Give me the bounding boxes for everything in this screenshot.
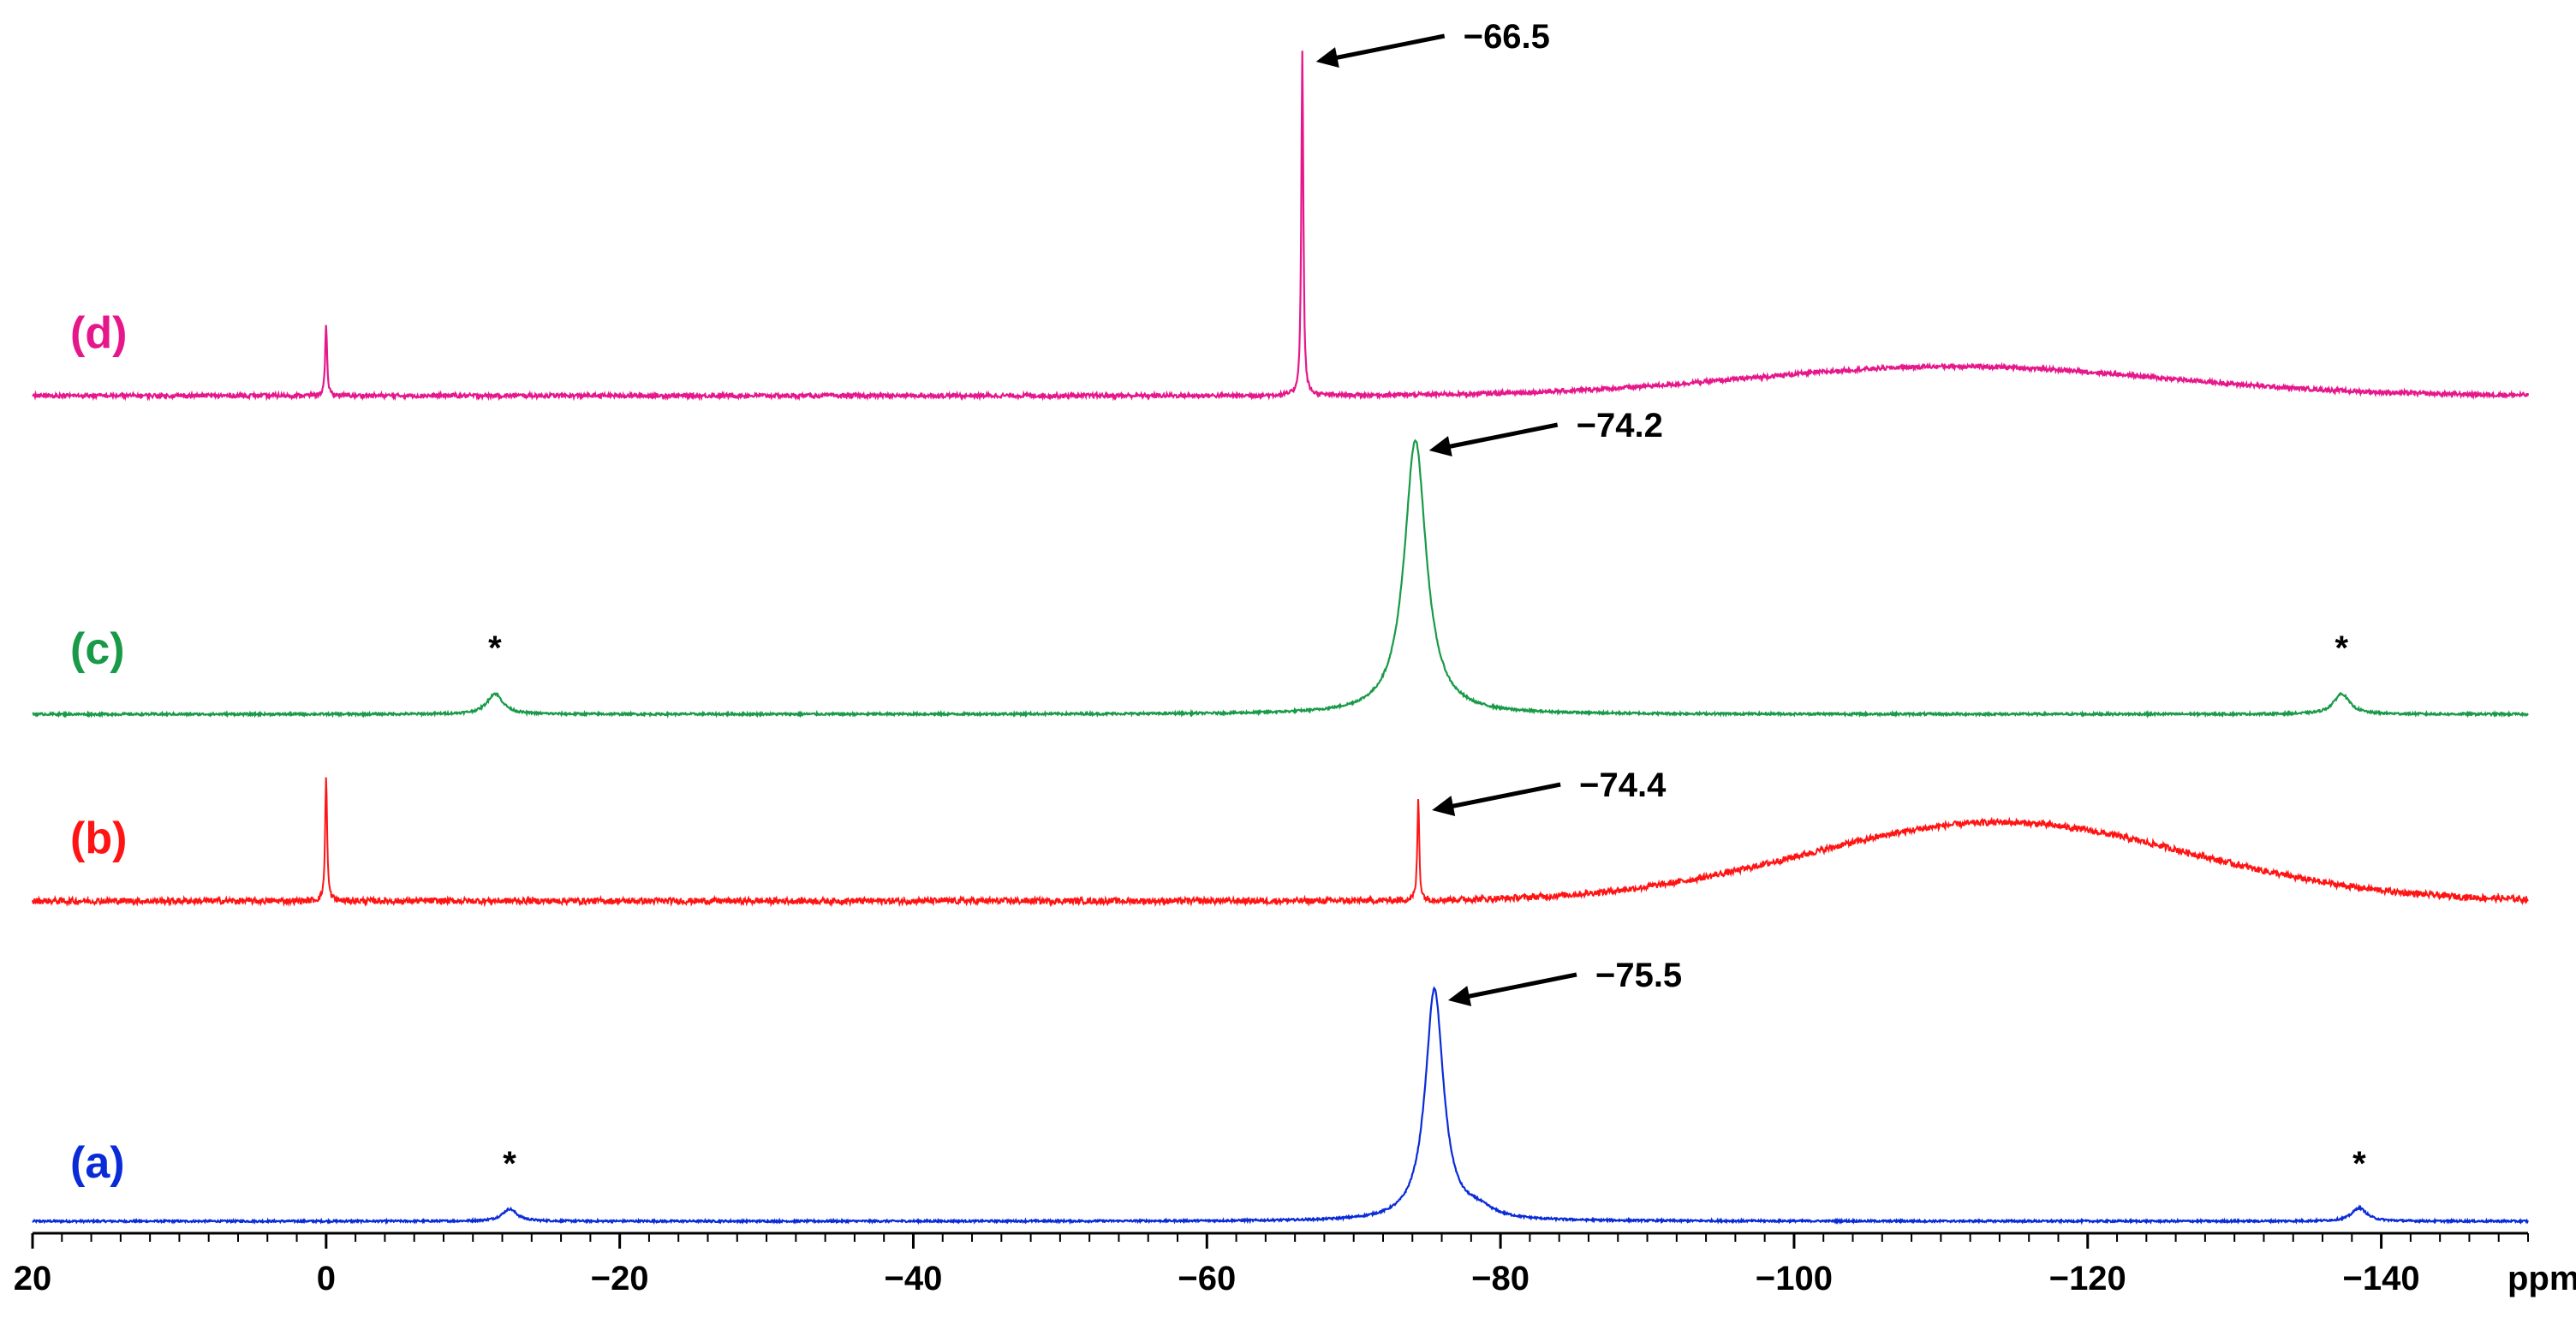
annotation-arrowhead-0 (1447, 986, 1472, 1006)
series-label-0: (a) (70, 1138, 125, 1188)
trace-series-2 (32, 438, 2529, 719)
peak-label-1: −74.4 (1579, 766, 1667, 804)
x-tick-label: −60 (1178, 1260, 1236, 1297)
trace-series-3 (32, 51, 2530, 402)
x-tick-label: −100 (1756, 1260, 1833, 1297)
x-tick-label: 20 (14, 1260, 52, 1297)
series-labels: (a) (b) (c) (d) (70, 308, 127, 1188)
x-tick-label: −80 (1471, 1260, 1530, 1297)
x-axis: 20 0 −20 −40 −60 −80 −100 −120 −140 (14, 1232, 2529, 1297)
annotation-arrowhead-1 (1432, 796, 1456, 816)
x-tick-label: −140 (2343, 1260, 2420, 1297)
annotation-arrow-3 (1329, 33, 1446, 62)
series-label-3: (d) (70, 308, 127, 358)
sideband-marker-2-2: * (2335, 629, 2349, 667)
annotation-arrow-0 (1461, 972, 1577, 1000)
x-tick-label: 0 (317, 1260, 336, 1297)
series-label-1: (b) (70, 814, 127, 863)
trace-series-0 (32, 986, 2529, 1226)
peak-label-0: −75.5 (1595, 957, 1682, 994)
sideband-marker-0-3: * (2352, 1145, 2366, 1183)
x-tick-label: −20 (591, 1260, 649, 1297)
series-label-2: (c) (70, 624, 125, 674)
x-tick-label: −120 (2049, 1260, 2126, 1297)
sideband-marker-2-1: * (488, 629, 502, 667)
annotation-arrowhead-3 (1315, 47, 1339, 68)
peak-label-3: −66.5 (1464, 18, 1550, 56)
x-tick-label: −40 (885, 1260, 943, 1297)
annotation-arrowhead-2 (1428, 436, 1452, 456)
peak-annotations: −75.5 * * −74.4 −74.2 * * −66.5 (488, 18, 2366, 1183)
sideband-marker-0-2: * (503, 1145, 516, 1183)
peak-label-2: −74.2 (1577, 407, 1663, 444)
annotation-arrow-2 (1442, 422, 1559, 450)
spectrum-traces (32, 51, 2530, 1226)
trace-series-1 (32, 777, 2529, 908)
x-axis-unit-label: ppm (2507, 1260, 2576, 1297)
annotation-arrow-1 (1445, 782, 1561, 810)
